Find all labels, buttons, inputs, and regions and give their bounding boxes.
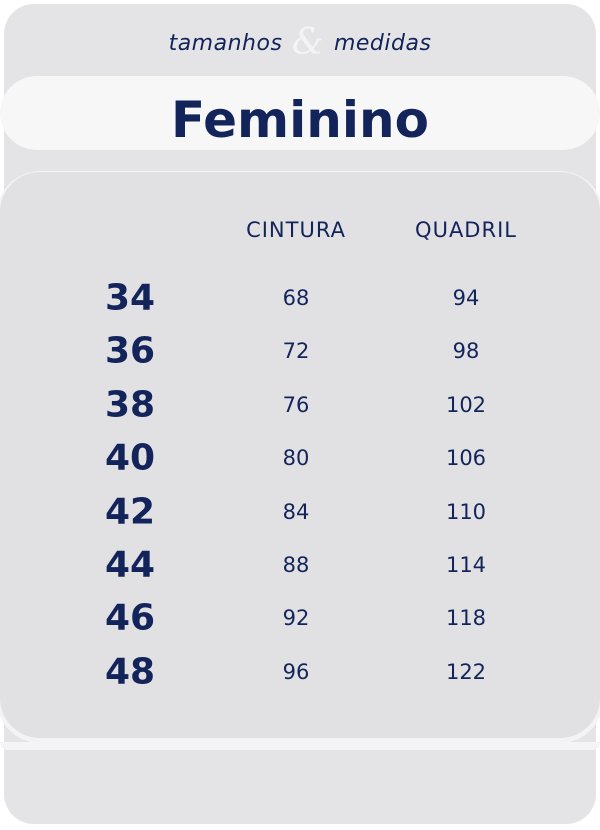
measure: 88 <box>282 553 310 577</box>
measure: 72 <box>282 339 310 364</box>
header-right: medidas <box>333 31 432 56</box>
measure: 122 <box>445 659 487 684</box>
column-header: CINTURA <box>246 218 346 242</box>
measure: 76 <box>282 392 310 417</box>
measure: 68 <box>282 286 310 310</box>
measure: 80 <box>282 446 310 471</box>
header: tamanhos & medidas <box>0 22 600 63</box>
measure: 110 <box>445 499 487 524</box>
title: Feminino <box>171 91 429 149</box>
measure: 114 <box>445 553 487 577</box>
title-band <box>0 76 600 150</box>
measure: 94 <box>452 286 480 310</box>
measure: 118 <box>445 606 487 631</box>
size-label: 34 <box>104 277 156 319</box>
measure: 92 <box>282 606 310 631</box>
ampersand: & <box>291 22 325 63</box>
measure: 98 <box>452 339 480 364</box>
size-label: 46 <box>104 597 156 639</box>
header-left: tamanhos <box>168 31 283 56</box>
measure: 102 <box>445 392 487 417</box>
size-label: 36 <box>104 330 156 372</box>
size-label: 48 <box>104 651 156 693</box>
measure: 84 <box>282 499 310 524</box>
size-label: 42 <box>104 491 156 533</box>
size-label: 44 <box>104 544 156 586</box>
size-label: 40 <box>104 437 156 479</box>
column-header: QUADRIL <box>415 218 517 242</box>
bottom-strip <box>0 742 600 750</box>
measure: 106 <box>445 446 487 471</box>
size-label: 38 <box>104 384 156 426</box>
measure: 96 <box>282 659 310 684</box>
table-card <box>0 172 600 738</box>
